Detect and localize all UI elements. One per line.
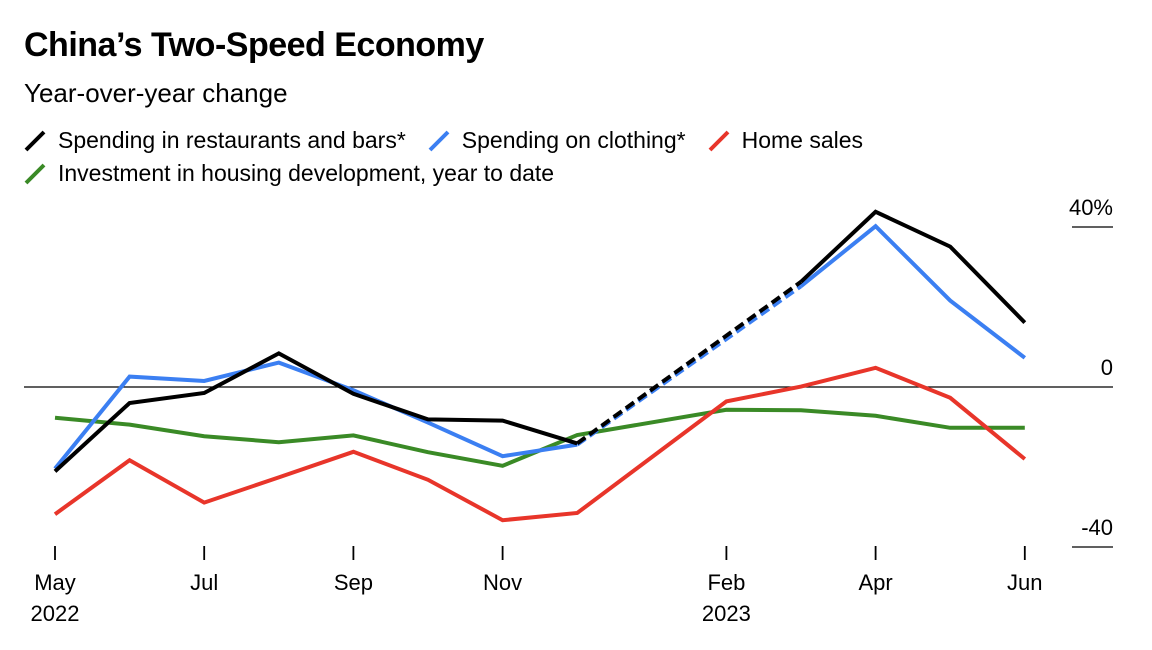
legend-label-housing-investment: Investment in housing development, year … — [58, 160, 555, 186]
data-point-housing-investment — [128, 423, 132, 427]
data-point-restaurants — [53, 469, 57, 473]
data-point-housing-investment — [351, 433, 355, 437]
data-point-housing-investment — [202, 434, 206, 438]
data-point-restaurants — [426, 417, 430, 421]
data-point-restaurants — [874, 210, 878, 214]
data-point-home-sales — [575, 511, 579, 515]
data-point-restaurants — [501, 419, 505, 423]
data-point-home-sales — [874, 366, 878, 370]
data-point-home-sales — [948, 396, 952, 400]
x-tick-label: Sep — [334, 570, 373, 595]
data-point-home-sales — [799, 385, 803, 389]
data-point-restaurants — [948, 245, 952, 249]
series-line-clothing-dashed — [576, 284, 803, 447]
data-point-housing-investment — [724, 408, 728, 412]
x-tick-label: Apr — [858, 570, 892, 595]
data-point-home-sales — [501, 518, 505, 522]
data-point-housing-investment — [874, 414, 878, 418]
data-point-clothing — [202, 379, 206, 383]
data-point-restaurants — [277, 351, 281, 355]
series-line-restaurants-dashed — [576, 280, 803, 446]
x-tick-label: May — [34, 570, 76, 595]
data-point-home-sales — [351, 450, 355, 454]
y-tick-label: 40% — [1069, 195, 1113, 220]
data-point-clothing — [128, 375, 132, 379]
y-tick-label: 0 — [1101, 355, 1113, 380]
data-point-housing-investment — [277, 440, 281, 444]
data-point-restaurants — [575, 441, 579, 445]
data-point-home-sales — [202, 501, 206, 505]
x-tick-label: Jul — [190, 570, 218, 595]
data-point-housing-investment — [1023, 426, 1027, 430]
data-point-housing-investment — [948, 426, 952, 430]
data-point-restaurants — [128, 401, 132, 405]
chart-title: China’s Two-Speed Economy — [24, 26, 484, 64]
data-point-home-sales — [724, 399, 728, 403]
x-tick-year-label: 2022 — [31, 601, 80, 626]
x-tick-label: Nov — [483, 570, 522, 595]
legend: Spending in restaurants and bars* Spendi… — [22, 124, 1022, 190]
data-point-restaurants — [202, 391, 206, 395]
data-point-home-sales — [53, 512, 57, 516]
data-point-clothing — [874, 224, 878, 228]
data-point-housing-investment — [575, 433, 579, 437]
data-point-housing-investment — [53, 416, 57, 420]
series-line-housing-investment — [54, 407, 1025, 468]
data-point-home-sales — [426, 478, 430, 482]
legend-row: Investment in housing development, year … — [22, 157, 1022, 190]
data-point-housing-investment — [501, 464, 505, 468]
series-line-clothing — [53, 360, 578, 470]
legend-item-housing-investment: Investment in housing development, year … — [22, 160, 554, 187]
data-point-housing-investment — [426, 450, 430, 454]
series-line-restaurants — [799, 209, 1027, 325]
data-point-restaurants — [799, 280, 803, 284]
data-point-clothing — [501, 454, 505, 458]
data-point-restaurants — [351, 392, 355, 396]
legend-row: Spending in restaurants and bars* Spendi… — [22, 124, 1022, 157]
data-point-home-sales — [1023, 457, 1027, 461]
legend-swatch-restaurants — [24, 130, 46, 151]
x-tick-label: Feb — [707, 570, 745, 595]
data-point-clothing — [948, 299, 952, 303]
legend-swatch-clothing — [428, 130, 450, 151]
legend-item-home-sales: Home sales — [706, 127, 863, 154]
data-point-clothing — [277, 361, 281, 365]
legend-item-restaurants: Spending in restaurants and bars* — [22, 127, 406, 154]
chart-subtitle: Year-over-year change — [24, 78, 288, 108]
data-point-housing-investment — [799, 408, 803, 412]
x-tick-label: Jun — [1007, 570, 1042, 595]
data-point-restaurants — [1023, 321, 1027, 325]
legend-label-clothing: Spending on clothing* — [461, 127, 686, 153]
data-point-home-sales — [128, 458, 132, 462]
x-tick-year-label: 2023 — [702, 601, 751, 626]
legend-swatch-home-sales — [708, 130, 730, 151]
y-tick-label: -40 — [1081, 515, 1113, 540]
legend-label-home-sales: Home sales — [741, 127, 864, 153]
data-point-clothing — [1023, 356, 1027, 360]
series-line-clothing — [799, 223, 1027, 360]
series-line-home-sales — [53, 365, 1027, 523]
legend-item-clothing: Spending on clothing* — [426, 127, 686, 154]
data-point-home-sales — [277, 475, 281, 479]
legend-label-restaurants: Spending in restaurants and bars* — [58, 127, 406, 153]
legend-swatch-housing-investment — [24, 163, 46, 184]
series-line-restaurants — [53, 351, 578, 473]
